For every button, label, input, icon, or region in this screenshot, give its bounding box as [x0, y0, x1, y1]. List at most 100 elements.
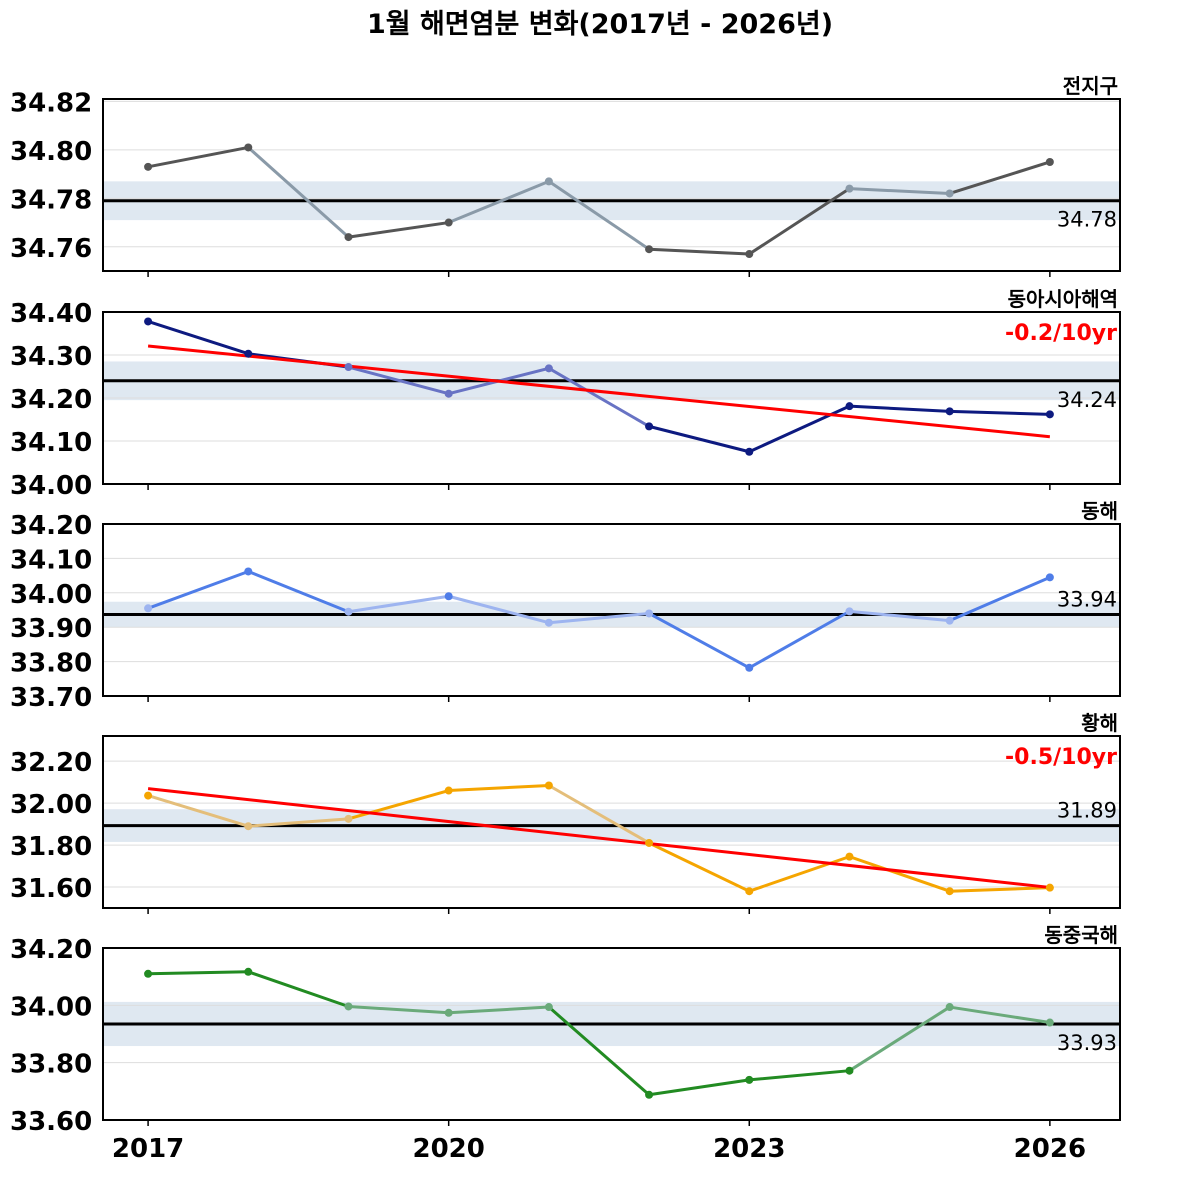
y-tick-label: 34.20	[10, 385, 92, 415]
y-tick-label: 34.20	[10, 511, 92, 541]
panel-name: 전지구	[1063, 74, 1118, 98]
series-segment	[647, 611, 751, 670]
series-segment	[948, 409, 1052, 416]
data-point	[745, 1075, 754, 1084]
series-segment	[948, 575, 1052, 623]
y-tick-label: 32.20	[10, 748, 92, 778]
series-segment	[647, 1078, 751, 1097]
series-segment	[847, 187, 952, 195]
mean-value-label: 33.93	[1057, 1031, 1117, 1055]
y-tick-label: 34.10	[10, 545, 92, 575]
series-segment	[547, 179, 651, 251]
y-tick-label: 34.76	[10, 234, 92, 264]
y-tick-label: 34.00	[10, 992, 92, 1022]
x-tick-label: 2017	[112, 1134, 184, 1164]
mean-value-label: 33.94	[1057, 587, 1117, 611]
panel-plot-area	[103, 524, 1120, 696]
series-segment	[246, 569, 350, 614]
y-tick-label: 34.80	[10, 137, 92, 167]
series-segment	[146, 319, 250, 356]
data-point	[945, 189, 954, 198]
trend-rate-label: -0.5/10yr	[1005, 745, 1117, 770]
series-segment	[146, 794, 250, 828]
series-segment	[747, 187, 851, 256]
data-point	[1045, 1018, 1054, 1027]
series-segment	[346, 594, 451, 614]
y-tick-label: 33.80	[10, 1050, 92, 1080]
mean-value-label: 31.89	[1057, 799, 1117, 823]
data-point	[845, 1066, 854, 1075]
y-tick-label: 34.00	[10, 580, 92, 610]
series-segment	[346, 221, 451, 239]
panel-plot-area	[103, 760, 1120, 896]
data-point	[144, 791, 153, 800]
panel-2: 34.00 34.10 34.20 34.30 34.40 동아시아해역 34.24 -0.2…	[10, 287, 1121, 501]
data-point	[1045, 573, 1054, 582]
data-point	[244, 349, 253, 358]
data-point	[244, 967, 253, 976]
panel-plot-area	[103, 312, 1120, 484]
series-segment	[747, 609, 851, 670]
data-point	[845, 402, 854, 411]
data-point	[945, 616, 954, 625]
y-tick-label: 34.78	[10, 185, 92, 215]
data-point	[444, 218, 453, 227]
panel-frame	[102, 98, 1121, 272]
data-point	[645, 1090, 654, 1099]
panel-name: 황해	[1081, 711, 1118, 735]
x-tick-label: 2023	[713, 1134, 785, 1164]
series-segment	[647, 247, 751, 256]
panel-3: 33.70 33.80 33.90 34.00 34.10 34.20 동해 33.94	[10, 499, 1121, 713]
series-segment	[346, 365, 451, 396]
data-point	[144, 317, 153, 326]
series-segment	[547, 1005, 651, 1097]
data-point	[144, 162, 153, 171]
data-point	[544, 781, 553, 790]
series-segment	[447, 784, 551, 793]
data-point	[444, 1008, 453, 1017]
data-point	[444, 592, 453, 601]
mean-value-label: 34.24	[1057, 388, 1117, 412]
x-tick-label: 2020	[412, 1134, 484, 1164]
series-segment	[447, 1005, 551, 1015]
series-segment	[547, 784, 651, 845]
data-point	[344, 363, 353, 372]
panel-name: 동아시아해역	[1008, 287, 1118, 311]
data-point	[444, 786, 453, 795]
panel-5: 33.60 33.80 34.00 34.20 동중국해 33.93	[10, 923, 1121, 1137]
data-point	[745, 887, 754, 896]
series-segment	[847, 404, 952, 413]
chart-title: 1월 해면염분 변화(2017년 - 2026년)	[367, 9, 833, 40]
data-point	[745, 663, 754, 672]
series-segment	[847, 609, 952, 623]
x-tick-label: 2026	[1014, 1134, 1086, 1164]
mean-value-label: 34.78	[1057, 208, 1117, 232]
data-point	[945, 887, 954, 896]
data-point	[645, 422, 654, 431]
series-segment	[547, 366, 651, 428]
data-point	[544, 177, 553, 186]
y-tick-label: 34.00	[10, 471, 92, 501]
series-segment	[447, 594, 551, 625]
trend-rate-label: -0.2/10yr	[1005, 321, 1117, 346]
trend-line	[147, 787, 1051, 889]
panel-plot-area	[103, 948, 1120, 1120]
data-point	[645, 609, 654, 618]
panel-name: 동중국해	[1044, 923, 1118, 947]
series-segment	[246, 145, 350, 239]
data-point	[1045, 410, 1054, 419]
panel-plot-area	[103, 100, 1120, 259]
data-point	[544, 364, 553, 373]
panel-frame	[102, 523, 1121, 697]
x-axis: 2017 2020 2023 2026	[112, 1134, 1086, 1164]
series-segment	[547, 611, 651, 625]
y-tick-label: 33.80	[10, 649, 92, 679]
trend-line	[147, 344, 1051, 439]
series-segment	[647, 841, 751, 893]
data-point	[845, 852, 854, 861]
series-segment	[647, 424, 751, 454]
series-segment	[747, 404, 851, 454]
series-segment	[246, 817, 350, 828]
